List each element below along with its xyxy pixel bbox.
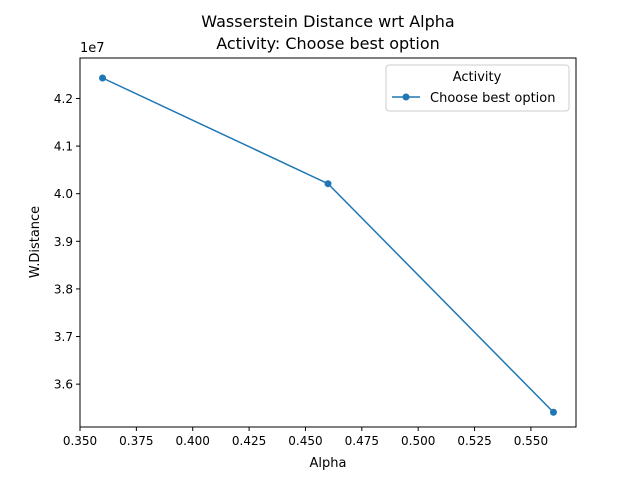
y-axis-label: W.Distance: [28, 206, 43, 278]
y-tick-label: 4.0: [54, 187, 73, 201]
data-point: [324, 180, 332, 188]
legend-title: Activity: [453, 70, 502, 85]
x-tick-label: 0.425: [232, 434, 266, 448]
y-tick-label: 3.8: [54, 282, 73, 296]
x-tick-label: 0.550: [514, 434, 548, 448]
x-tick-label: 0.375: [119, 434, 153, 448]
axes-frame: [79, 57, 577, 428]
legend-box: [385, 64, 570, 112]
x-tick-label: 0.450: [288, 434, 322, 448]
legend-item-label: Choose best option: [430, 91, 556, 106]
x-tick-label: 0.350: [63, 434, 97, 448]
y-tick-label: 3.9: [54, 235, 73, 249]
x-tick-label: 0.475: [345, 434, 379, 448]
x-tick-label: 0.525: [457, 434, 491, 448]
y-tick-label: 4.2: [54, 92, 73, 106]
legend-marker-swatch: [402, 93, 410, 101]
legend: Activity Choose best option: [385, 64, 570, 112]
series-line: [102, 77, 554, 413]
y-tick-label: 4.1: [54, 140, 73, 154]
y-tick-label: 3.6: [54, 378, 73, 392]
x-tick-label: 0.500: [401, 434, 435, 448]
x-axis-label: Alpha: [310, 456, 347, 471]
chart-title: Wasserstein Distance wrt Alpha: [201, 12, 454, 31]
data-point: [99, 74, 107, 82]
data-point: [549, 408, 557, 416]
x-tick-label: 0.400: [176, 434, 210, 448]
plot-area: 0.350 0.375 0.400 0.425 0.450 0.475 0.500 0.525…: [54, 74, 557, 448]
y-tick-label: 3.7: [54, 330, 73, 344]
y-offset-label: 1e7: [80, 41, 105, 56]
chart-subtitle: Activity: Choose best option: [216, 34, 440, 53]
